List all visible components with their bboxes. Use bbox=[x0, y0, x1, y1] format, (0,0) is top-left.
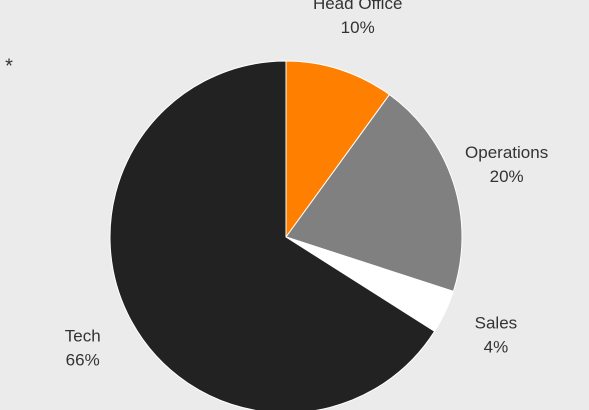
pie-slice bbox=[285, 93, 463, 293]
annotation: * bbox=[5, 55, 13, 77]
slice-label: Head Office bbox=[313, 0, 402, 13]
slice-value-label: 10% bbox=[341, 18, 375, 37]
slice-value-label: 66% bbox=[66, 350, 100, 369]
slice-label: Tech bbox=[65, 326, 101, 345]
slice-label: Operations bbox=[465, 143, 548, 162]
slice-label: Sales bbox=[475, 313, 518, 332]
pie-slice bbox=[285, 60, 391, 239]
pie-slice bbox=[109, 60, 436, 410]
slice-value-label: 20% bbox=[490, 167, 524, 186]
slice-value-label: 4% bbox=[484, 337, 509, 356]
